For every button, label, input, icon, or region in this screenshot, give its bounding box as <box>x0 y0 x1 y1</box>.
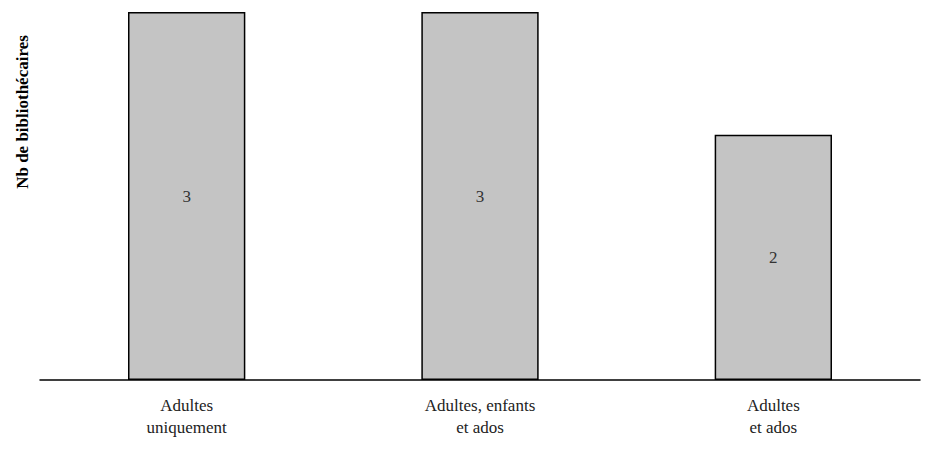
svg-text:2: 2 <box>769 248 778 267</box>
svg-text:Adultes: Adultes <box>747 396 800 415</box>
svg-text:3: 3 <box>476 187 485 206</box>
svg-text:et ados: et ados <box>749 418 797 437</box>
svg-text:3: 3 <box>182 187 191 206</box>
svg-text:Nb de bibliothécaires: Nb de bibliothécaires <box>13 35 32 189</box>
svg-text:Adultes, enfants: Adultes, enfants <box>425 396 535 415</box>
svg-text:uniquement: uniquement <box>147 418 228 437</box>
svg-text:et ados: et ados <box>456 418 504 437</box>
svg-text:Adultes: Adultes <box>160 396 213 415</box>
